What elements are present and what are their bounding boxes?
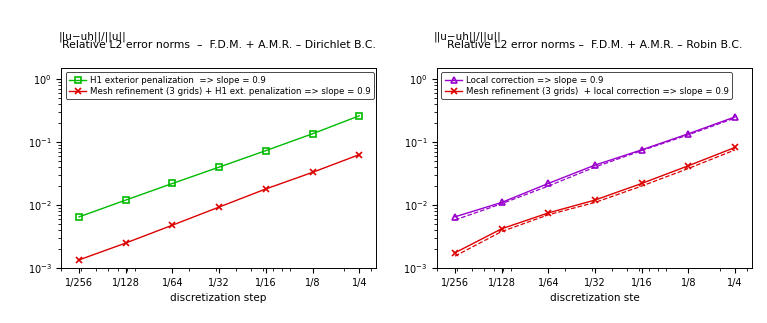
Mesh refinement (3 grids)  + local correction => slope = 0.9 (591, 198, 600, 202)
Line: H1 exterior penalization  => slope = 0.9: H1 exterior penalization => slope = 0.9 (76, 113, 362, 220)
H1 exterior penalization  => slope = 0.9 (121, 198, 130, 202)
Mesh refinement (3 grids) + H1 ext. penalization => slope = 0.9 (354, 153, 364, 157)
Legend: H1 exterior penalization  => slope = 0.9, Mesh refinement (3 grids) + H1 ext. pe: H1 exterior penalization => slope = 0.9,… (66, 72, 374, 99)
Local correction => slope = 0.9 (497, 201, 506, 204)
Local correction => slope = 0.9 (683, 132, 693, 136)
Line: Mesh refinement (3 grids) + H1 ext. penalization => slope = 0.9: Mesh refinement (3 grids) + H1 ext. pena… (76, 151, 362, 263)
Mesh refinement (3 grids)  + local correction => slope = 0.9 (497, 227, 506, 231)
H1 exterior penalization  => slope = 0.9 (168, 182, 177, 185)
H1 exterior penalization  => slope = 0.9 (262, 149, 271, 152)
Legend: Local correction => slope = 0.9, Mesh refinement (3 grids)  + local correction =: Local correction => slope = 0.9, Mesh re… (442, 72, 732, 99)
H1 exterior penalization  => slope = 0.9 (354, 114, 364, 118)
Mesh refinement (3 grids) + H1 ext. penalization => slope = 0.9 (168, 223, 177, 227)
Mesh refinement (3 grids) + H1 ext. penalization => slope = 0.9 (308, 171, 317, 174)
Text: ||u−uh||/||u||: ||u−uh||/||u|| (434, 31, 502, 42)
Mesh refinement (3 grids) + H1 ext. penalization => slope = 0.9 (121, 241, 130, 245)
Title: Relative L2 error norms –  F.D.M. + A.M.R. – Robin B.C.: Relative L2 error norms – F.D.M. + A.M.R… (446, 40, 742, 50)
H1 exterior penalization  => slope = 0.9 (308, 132, 317, 136)
Local correction => slope = 0.9 (637, 148, 647, 152)
Mesh refinement (3 grids)  + local correction => slope = 0.9 (683, 164, 693, 168)
H1 exterior penalization  => slope = 0.9 (74, 215, 84, 219)
Text: ||u−uh||/||u||: ||u−uh||/||u|| (58, 31, 126, 42)
Local correction => slope = 0.9 (730, 115, 739, 119)
Line: Mesh refinement (3 grids)  + local correction => slope = 0.9: Mesh refinement (3 grids) + local correc… (452, 144, 738, 256)
Mesh refinement (3 grids)  + local correction => slope = 0.9 (450, 251, 459, 255)
X-axis label: discretization ste: discretization ste (549, 293, 640, 303)
Line: Local correction => slope = 0.9: Local correction => slope = 0.9 (452, 114, 738, 220)
Local correction => slope = 0.9 (450, 215, 459, 219)
H1 exterior penalization  => slope = 0.9 (215, 165, 224, 169)
Mesh refinement (3 grids)  + local correction => slope = 0.9 (637, 182, 647, 185)
Mesh refinement (3 grids) + H1 ext. penalization => slope = 0.9 (262, 187, 271, 191)
Title: Relative L2 error norms  –  F.D.M. + A.M.R. – Dirichlet B.C.: Relative L2 error norms – F.D.M. + A.M.R… (61, 40, 376, 50)
Local correction => slope = 0.9 (544, 182, 553, 185)
Mesh refinement (3 grids)  + local correction => slope = 0.9 (544, 211, 553, 215)
Mesh refinement (3 grids) + H1 ext. penalization => slope = 0.9 (215, 205, 224, 209)
Mesh refinement (3 grids)  + local correction => slope = 0.9 (730, 145, 739, 149)
X-axis label: discretization step: discretization step (170, 293, 267, 303)
Local correction => slope = 0.9 (591, 163, 600, 167)
Mesh refinement (3 grids) + H1 ext. penalization => slope = 0.9 (74, 258, 84, 262)
